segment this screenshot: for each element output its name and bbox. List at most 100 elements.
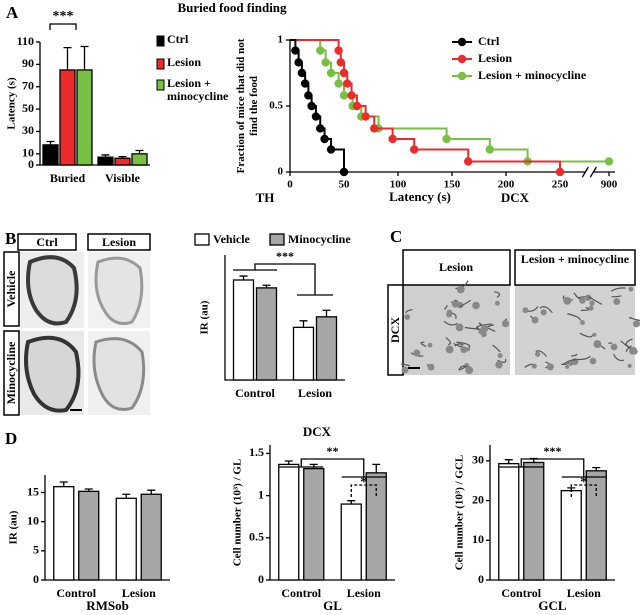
image bbox=[403, 285, 510, 375]
x-tick-label: Visible bbox=[105, 171, 141, 185]
texture bbox=[453, 299, 459, 303]
point bbox=[555, 167, 565, 177]
error-bar bbox=[299, 320, 308, 328]
point bbox=[352, 101, 362, 111]
texture bbox=[480, 324, 489, 333]
error-bar bbox=[46, 140, 55, 145]
legend-label-box: Ctrl bbox=[167, 33, 188, 46]
y-axis-label: Cell number (10³) / GL bbox=[232, 459, 244, 567]
bar bbox=[140, 493, 162, 581]
x-axis-label: Latency (s) bbox=[389, 189, 451, 204]
texture bbox=[522, 307, 529, 314]
texture bbox=[628, 286, 634, 292]
legend-label: Lesion + minocycline bbox=[478, 68, 587, 82]
bar bbox=[315, 316, 338, 381]
texture bbox=[625, 345, 632, 353]
texture bbox=[535, 350, 547, 357]
error-bar bbox=[284, 460, 293, 465]
bar bbox=[340, 503, 362, 581]
legend-label: Vehicle bbox=[213, 232, 251, 246]
panel-label: C bbox=[390, 227, 402, 246]
error-bar bbox=[592, 466, 601, 471]
y-axis-label-box: Fraction of mice that did not find the f… bbox=[235, 38, 260, 174]
texture bbox=[535, 351, 541, 357]
label-box bbox=[3, 330, 20, 416]
texture bbox=[613, 353, 625, 362]
point bbox=[361, 112, 370, 121]
step-line bbox=[414, 148, 470, 162]
step-line bbox=[446, 138, 491, 150]
texture bbox=[492, 344, 501, 353]
error-bar bbox=[122, 493, 131, 499]
section bbox=[94, 256, 144, 325]
bar bbox=[115, 497, 137, 581]
y-tick-label: 10 bbox=[22, 146, 34, 160]
texture bbox=[427, 342, 433, 348]
point bbox=[294, 58, 303, 67]
y-tick-label: 0 bbox=[478, 572, 484, 586]
section bbox=[24, 335, 81, 413]
texture bbox=[495, 360, 503, 369]
texture bbox=[540, 309, 547, 316]
point bbox=[311, 112, 321, 121]
texture bbox=[478, 322, 496, 332]
point bbox=[339, 91, 349, 100]
x-tick-label: Lesion bbox=[298, 386, 332, 400]
x-tick-label: Lesion bbox=[347, 586, 381, 600]
column-label: Lesion + minocycline bbox=[520, 253, 630, 266]
bar bbox=[76, 69, 93, 166]
texture bbox=[562, 358, 579, 365]
error-bar bbox=[147, 489, 156, 495]
y-axis-label: Latency (s) bbox=[6, 77, 18, 130]
error-bar bbox=[101, 154, 110, 158]
texture bbox=[501, 320, 510, 328]
legend-swatch bbox=[156, 58, 165, 70]
x-tick-label: Control bbox=[56, 586, 96, 600]
significance-bracket bbox=[350, 484, 377, 497]
y-axis-label: Fraction of mice that did not find the f… bbox=[235, 38, 260, 174]
row-label: Minocycline bbox=[4, 341, 18, 404]
label-box bbox=[17, 233, 77, 251]
significance-bracket bbox=[233, 263, 333, 296]
texture bbox=[459, 299, 472, 308]
legend-swatch bbox=[156, 79, 165, 91]
point bbox=[321, 58, 330, 67]
y-tick-label: 110 bbox=[17, 34, 34, 48]
panel-label: A bbox=[6, 3, 19, 22]
y-tick-label: 10 bbox=[27, 513, 39, 527]
point bbox=[485, 145, 494, 154]
texture bbox=[584, 294, 592, 301]
point bbox=[291, 46, 300, 55]
texture bbox=[588, 296, 603, 305]
error-bar bbox=[80, 45, 89, 70]
error-bar bbox=[239, 275, 248, 280]
texture bbox=[413, 349, 421, 357]
texture bbox=[445, 345, 454, 354]
bar bbox=[523, 461, 545, 581]
point bbox=[464, 157, 473, 166]
texture bbox=[539, 306, 553, 314]
y-tick-label: 0 bbox=[258, 572, 264, 586]
y-tick-label: 15 bbox=[27, 484, 39, 498]
y-axis-label-group: Fraction of mice that did not find the f… bbox=[235, 38, 260, 174]
point bbox=[388, 134, 397, 144]
error-bar bbox=[63, 46, 72, 70]
significance-bracket bbox=[279, 458, 386, 478]
panel-label: D bbox=[5, 429, 17, 448]
texture bbox=[593, 340, 602, 348]
texture bbox=[444, 305, 448, 310]
texture bbox=[401, 366, 409, 374]
texture bbox=[401, 363, 411, 367]
point bbox=[326, 68, 336, 78]
column-label: Lesion bbox=[102, 235, 136, 249]
point bbox=[316, 46, 325, 55]
texture bbox=[531, 363, 537, 369]
texture bbox=[494, 300, 500, 306]
x-tick-label: Lesion bbox=[567, 586, 601, 600]
error-bar bbox=[372, 463, 381, 473]
error-bar bbox=[118, 155, 127, 159]
texture bbox=[445, 337, 452, 346]
point bbox=[304, 91, 313, 100]
x-tick-label: 150 bbox=[444, 179, 461, 191]
error-bar bbox=[262, 284, 271, 288]
